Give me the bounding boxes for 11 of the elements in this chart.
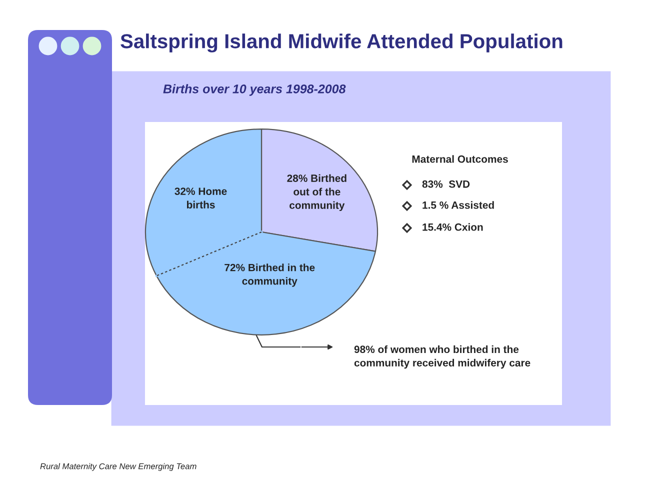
text: 15.4% Cxion [422, 223, 483, 231]
text: 1.5 % Assisted [422, 201, 494, 209]
slice-label: 28% Birthed out of the community [287, 174, 346, 211]
text: 98% of women who birthed in the community received midwifery care [354, 345, 530, 369]
slice-label: 32% Home births [174, 188, 227, 208]
text: 83% SVD [422, 180, 470, 188]
text: Maternal Outcomes [412, 155, 508, 163]
chart-subtitle: Births over 10 years 1998-2008 [163, 84, 346, 96]
text: Rural Maternity Care New Emerging Team [40, 463, 196, 471]
chart-title: Saltspring Island Midwife Attended Population [120, 34, 562, 52]
text: 72% Birthed in the community [224, 264, 315, 287]
